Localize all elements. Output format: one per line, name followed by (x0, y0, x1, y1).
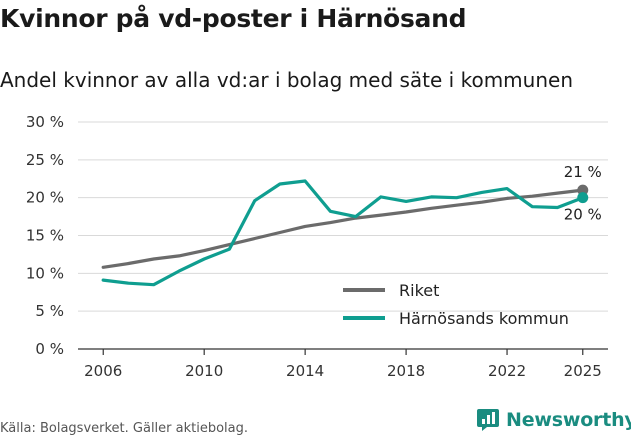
axes: 0 % 5 % 10 % 15 % 20 % 25 % 30 % 2006 2010 2014 20… (26, 113, 608, 380)
y-tick-label: 0 % (35, 340, 64, 358)
legend-label: Härnösands kommun (399, 309, 569, 328)
x-tick-label: 2025 (564, 362, 602, 380)
series-lines (101, 179, 589, 287)
series-line-harnosand (101, 179, 585, 287)
y-tick-label: 5 % (35, 302, 64, 320)
x-tick-label: 2010 (185, 362, 223, 380)
legend-label: Riket (399, 281, 439, 300)
end-value-label: 20 % (564, 206, 602, 224)
y-tick-label: 25 % (26, 151, 64, 169)
series-end-point (577, 192, 589, 204)
x-tick-label: 2022 (488, 362, 526, 380)
x-tick-label: 2014 (286, 362, 324, 380)
x-tick-label: 2018 (387, 362, 425, 380)
series-end-point (577, 184, 589, 196)
y-tick-label: 30 % (26, 113, 64, 131)
chart-subtitle: Andel kvinnor av alla vd:ar i bolag med … (0, 68, 573, 92)
y-tick-label: 10 % (26, 264, 64, 282)
source-note: Källa: Bolagsverket. Gäller aktiebolag. (0, 421, 249, 436)
end-labels: 21 % 20 % (564, 163, 602, 224)
y-tick-label: 20 % (26, 189, 64, 207)
series-line-riket (101, 188, 585, 269)
chart-title: Kvinnor på vd-poster i Härnösand (0, 4, 467, 33)
legend: Riket Härnösands kommun (343, 281, 569, 328)
x-tick-label: 2006 (84, 362, 122, 380)
brand-name: Newsworthy (506, 409, 631, 431)
newsworthy-logo-icon (477, 409, 499, 431)
end-value-label: 21 % (564, 163, 602, 181)
brand-logo[interactable]: Newsworthy (476, 408, 631, 432)
y-tick-label: 15 % (26, 227, 64, 245)
